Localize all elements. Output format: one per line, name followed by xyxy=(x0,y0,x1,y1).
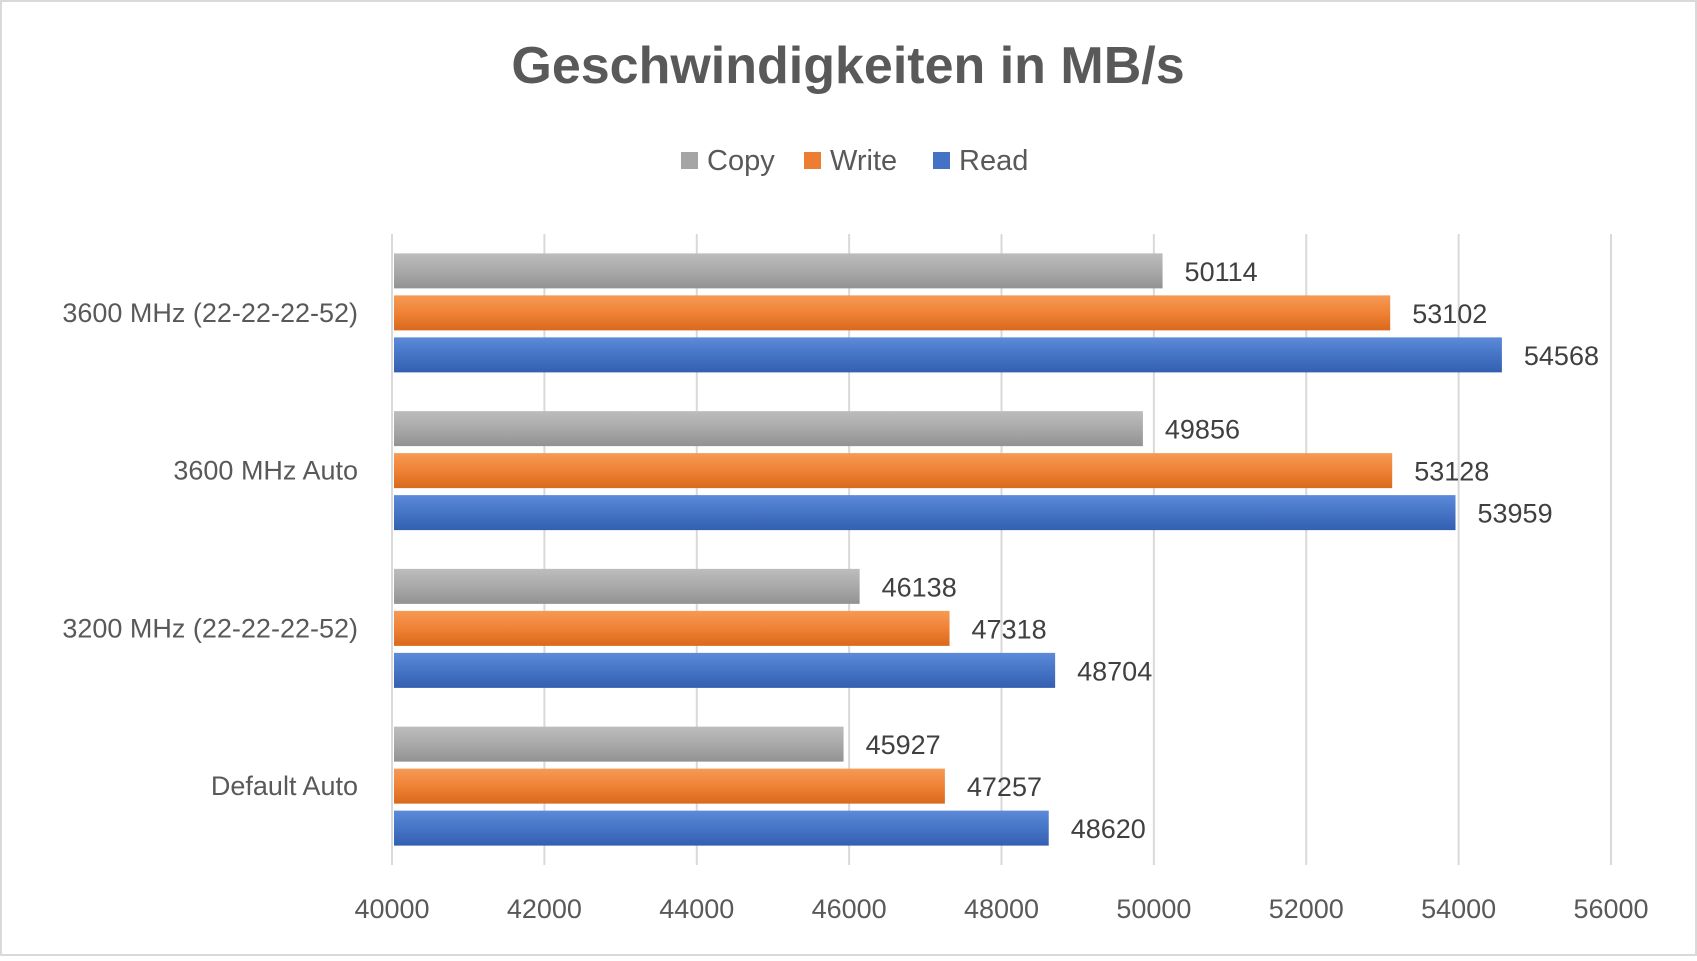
bar-write-3600-mhz-auto xyxy=(394,453,1393,489)
bar-copy-3200-mhz-22-22-22-52 xyxy=(394,568,860,604)
legend-label-write: Write xyxy=(830,145,897,177)
data-label: 47318 xyxy=(972,614,1047,644)
x-tick-label: 48000 xyxy=(964,894,1039,924)
legend-swatch-read xyxy=(933,152,950,169)
data-label: 54568 xyxy=(1524,341,1599,371)
legend-label-read: Read xyxy=(959,145,1028,177)
category-labels: 3600 MHz (22-22-22-52) 3600 MHz Auto 3200 … xyxy=(62,298,358,801)
legend-swatch-copy xyxy=(681,152,698,169)
legend-swatch-write xyxy=(804,152,821,169)
bar-read-default-auto xyxy=(394,810,1049,846)
x-tick-label: 54000 xyxy=(1421,894,1496,924)
data-labels: 50114 53102 54568 49856 53128 53959 46138 47318… xyxy=(866,257,1599,844)
data-label: 53959 xyxy=(1478,499,1553,529)
bar-copy-3600-mhz-auto xyxy=(394,411,1143,447)
x-tick-label: 52000 xyxy=(1269,894,1344,924)
x-tick-label: 46000 xyxy=(812,894,887,924)
data-label: 48620 xyxy=(1071,814,1146,844)
data-label: 53102 xyxy=(1412,299,1487,329)
bars xyxy=(394,253,1502,846)
bar-read-3600-mhz-auto xyxy=(394,495,1456,531)
bar-read-3200-mhz-22-22-22-52 xyxy=(394,652,1056,688)
chart-title: Geschwindigkeiten in MB/s xyxy=(511,37,1184,95)
data-label: 45927 xyxy=(866,730,941,760)
x-tick-label: 56000 xyxy=(1573,894,1648,924)
x-tick-labels: 40000 42000 44000 46000 48000 50000 52000 54000… xyxy=(354,894,1648,924)
data-label: 53128 xyxy=(1414,457,1489,487)
data-label: 48704 xyxy=(1077,656,1152,686)
bar-write-3200-mhz-22-22-22-52 xyxy=(394,610,950,646)
x-tick-label: 44000 xyxy=(659,894,734,924)
bar-copy-default-auto xyxy=(394,726,844,762)
x-tick-label: 50000 xyxy=(1116,894,1191,924)
data-label: 50114 xyxy=(1185,257,1258,287)
x-tick-label: 40000 xyxy=(354,894,429,924)
legend: Copy Write Read xyxy=(681,145,1028,177)
category-label: 3600 MHz (22-22-22-52) xyxy=(62,298,358,328)
data-label: 47257 xyxy=(967,772,1042,802)
category-label: 3200 MHz (22-22-22-52) xyxy=(62,613,358,643)
bar-read-3600-mhz-22-22-22-52 xyxy=(394,337,1502,373)
x-tick-label: 42000 xyxy=(507,894,582,924)
bar-write-3600-mhz-22-22-22-52 xyxy=(394,295,1391,331)
data-label: 46138 xyxy=(882,572,957,602)
bar-copy-3600-mhz-22-22-22-52 xyxy=(394,253,1163,289)
legend-label-copy: Copy xyxy=(707,145,775,177)
category-label: 3600 MHz Auto xyxy=(173,456,358,486)
data-label: 49856 xyxy=(1165,415,1240,445)
category-label: Default Auto xyxy=(211,771,358,801)
bar-write-default-auto xyxy=(394,768,945,804)
